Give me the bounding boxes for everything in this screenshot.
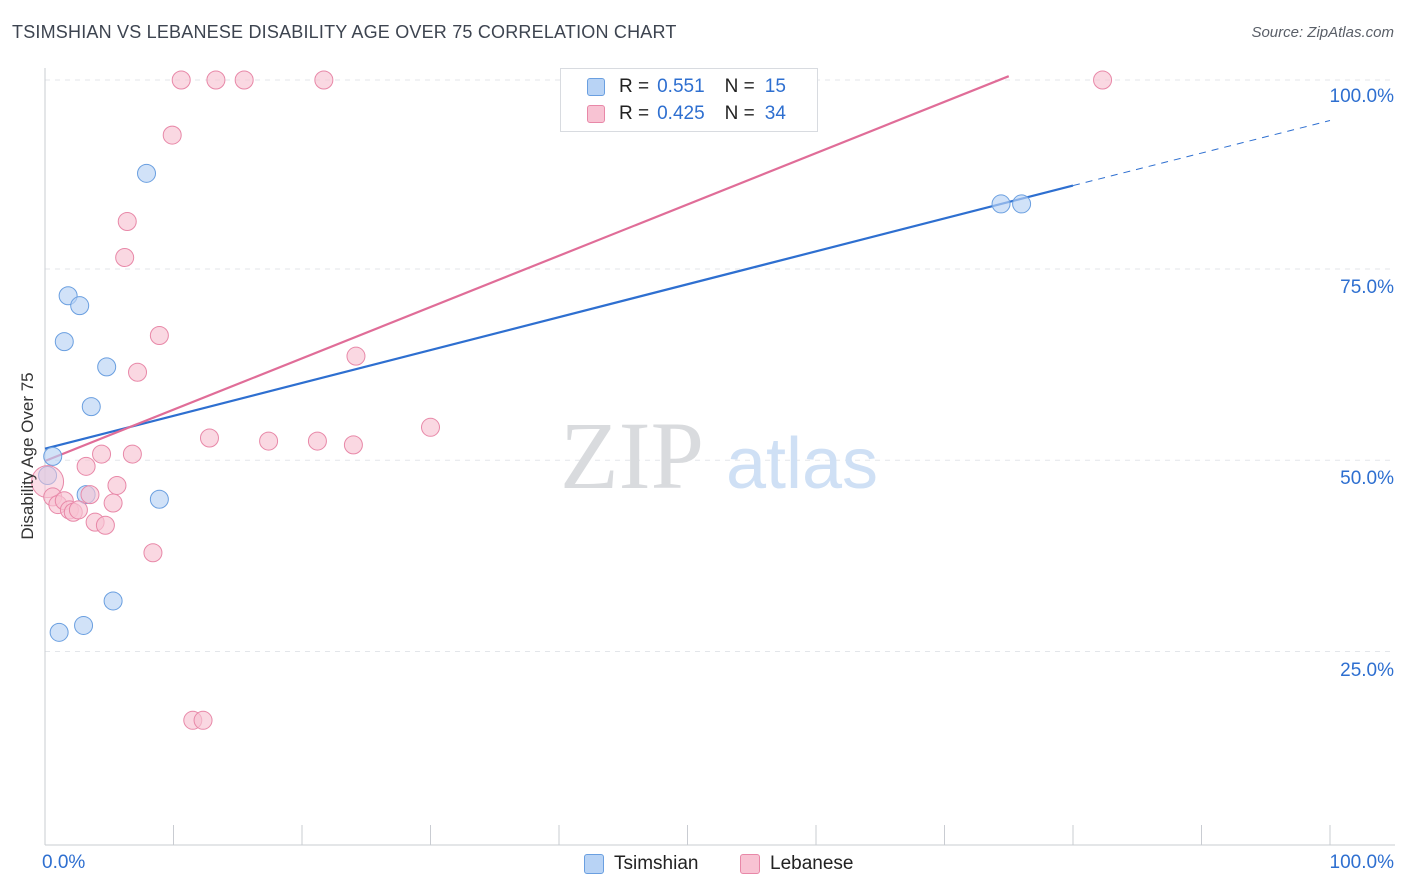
r-value: 0.551 [657, 76, 705, 97]
r-label: R = [619, 103, 650, 124]
lebanese-swatch [740, 854, 760, 874]
tsimshian-point [70, 296, 90, 316]
n-label: N = [724, 76, 755, 97]
lebanese-point [95, 515, 115, 535]
y-tick-50: 50.0% [1340, 468, 1394, 489]
lebanese-point [234, 70, 254, 90]
x-tick-min: 0.0% [42, 852, 86, 873]
n-value: 34 [764, 103, 786, 124]
source-label: Source: ZipAtlas.com [1251, 24, 1394, 41]
bottom-legend-lebanese[interactable]: Lebanese [740, 852, 853, 876]
chart-title: TSIMSHIAN VS LEBANESE DISABILITY AGE OVE… [12, 22, 677, 42]
y-tick-75: 75.0% [1340, 277, 1394, 298]
lebanese-label: Lebanese [770, 853, 854, 874]
data-points [31, 70, 1113, 730]
tsimshian-point [991, 194, 1011, 214]
lebanese-point [259, 431, 279, 451]
bottom-legend-tsimshian[interactable]: Tsimshian [584, 852, 698, 876]
tsimshian-point [49, 622, 69, 642]
lebanese-point [92, 444, 112, 464]
tsimshian-point [103, 591, 123, 611]
r-value: 0.425 [657, 103, 705, 124]
tsimshian-point [97, 357, 117, 377]
lebanese-point [117, 212, 137, 232]
lebanese-point [193, 710, 213, 730]
tsimshian-point [54, 332, 74, 352]
watermark-zip: ZIP [560, 402, 704, 509]
x-tick-max: 100.0% [1329, 852, 1394, 873]
grid-lines [45, 79, 1395, 652]
n-label: N = [724, 103, 755, 124]
legend-row-lebanese: R = 0.425 N = 34 [587, 101, 786, 127]
lebanese-point [421, 417, 440, 437]
lebanese-point [314, 70, 334, 90]
tsimshian-label: Tsimshian [614, 853, 699, 874]
lebanese-point [171, 70, 191, 90]
lebanese-point [143, 543, 163, 563]
lebanese-point [103, 493, 123, 513]
tsimshian-point [1012, 194, 1032, 214]
lebanese-point [343, 435, 363, 455]
tsimshian-point [43, 446, 63, 466]
tsimshian-point [149, 489, 169, 509]
tsimshian-point [137, 163, 157, 183]
n-value: 15 [764, 76, 786, 97]
tsimshian-point [81, 397, 101, 417]
trend-lines [44, 75, 1331, 462]
lebanese-point [128, 362, 148, 382]
correlation-legend: R = 0.551 N = 15 R = 0.425 N = 34 [560, 68, 818, 132]
lebanese-point [206, 70, 226, 90]
axes [44, 68, 1395, 846]
y-tick-100: 100.0% [1329, 86, 1394, 107]
tsimshian-swatch [587, 78, 605, 96]
lebanese-point [346, 346, 366, 366]
y-tick-25: 25.0% [1340, 660, 1394, 681]
lebanese-point [307, 431, 327, 451]
legend-row-tsimshian: R = 0.551 N = 15 [587, 74, 786, 100]
lebanese-point [107, 475, 127, 495]
lebanese-point [76, 456, 96, 476]
tsimshian-trend-extension [1072, 120, 1331, 187]
tsimshian-trend-line [44, 184, 1074, 450]
lebanese-trend-line [44, 75, 1010, 462]
tsimshian-swatch [584, 854, 604, 874]
y-axis-label: Disability Age Over 75 [18, 372, 37, 540]
lebanese-point [115, 247, 135, 267]
watermark-atlas: atlas [726, 424, 878, 504]
lebanese-point [162, 125, 182, 145]
r-label: R = [619, 76, 650, 97]
lebanese-point [199, 428, 219, 448]
lebanese-point [68, 500, 88, 520]
lebanese-point [80, 485, 100, 505]
lebanese-swatch [587, 105, 605, 123]
tsimshian-point [74, 615, 94, 635]
lebanese-point [149, 326, 169, 346]
lebanese-point [1093, 70, 1113, 90]
lebanese-point [122, 444, 142, 464]
